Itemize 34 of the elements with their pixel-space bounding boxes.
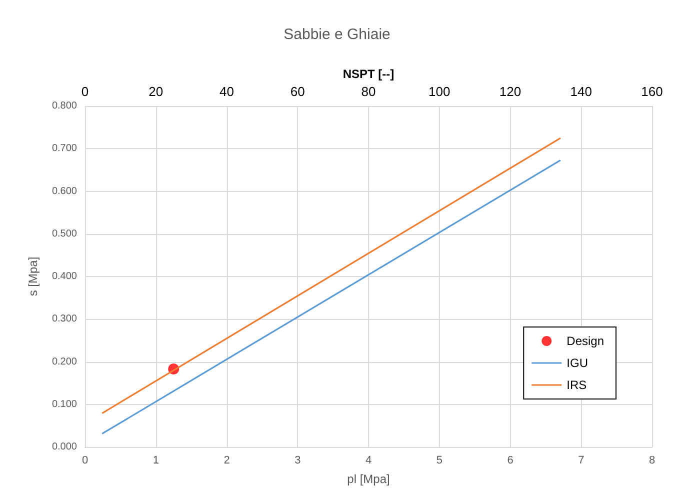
y-tick-label: 0.700	[52, 143, 78, 154]
y-tick-label: 0.300	[52, 314, 78, 325]
legend-label: Design	[566, 334, 604, 348]
x-tick-label: 5	[436, 454, 442, 466]
x2-tick-label: 80	[361, 84, 376, 99]
x-tick-label: 8	[648, 454, 656, 466]
x-tick-label: 7	[578, 454, 584, 466]
x2-tick-label: 20	[148, 84, 164, 99]
x2-tick-label: 120	[499, 84, 522, 99]
x2-tick-label: 60	[290, 84, 305, 99]
x2-tick-label: 160	[641, 84, 663, 99]
y-tick-label: 0.600	[52, 186, 78, 197]
y-tick-label: 0.000	[52, 442, 78, 452]
x2-axis-title: NSPT [--]	[342, 67, 394, 82]
x-tick-label: 4	[365, 454, 372, 466]
x-tick-label: 2	[224, 454, 230, 466]
y-tick-label: 0.400	[52, 271, 78, 282]
y-tick-label: 0.100	[52, 398, 78, 410]
x2-tick-label: 0	[81, 84, 89, 99]
x2-tick-label: 100	[428, 84, 450, 99]
y-tick-label: 0.200	[52, 356, 78, 368]
legend-label: IGU	[566, 356, 588, 370]
x-tick-label: 6	[507, 454, 514, 466]
x2-tick-label: 40	[220, 84, 234, 99]
y-tick-label: 0.500	[52, 228, 78, 240]
x-axis-title: pl [Mpa]	[347, 472, 390, 486]
x2-tick-label: 140	[570, 84, 592, 99]
chart-title: Sabbie e Ghiaie	[284, 26, 390, 43]
legend-label: IRS	[566, 378, 587, 392]
y-axis-title: s [Mpa]	[26, 256, 40, 296]
x-tick-label: 0	[82, 454, 88, 466]
x-tick-label: 3	[294, 454, 301, 466]
x-tick-label: 1	[152, 454, 159, 466]
y-tick-label: 0.800	[52, 100, 78, 112]
